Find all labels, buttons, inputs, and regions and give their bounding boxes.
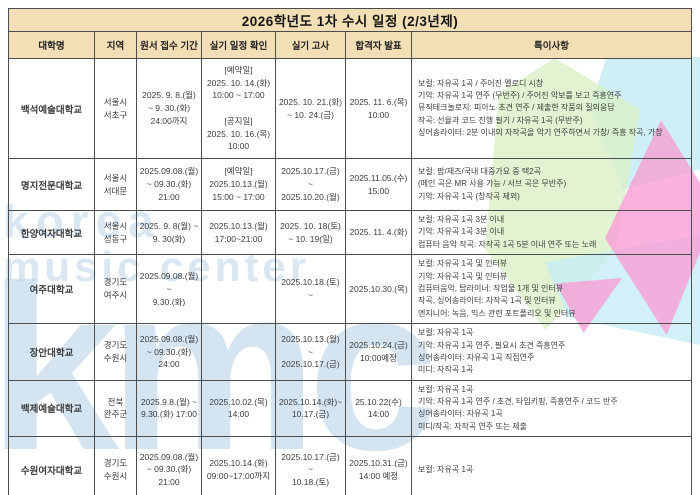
notes: 보컬: 자유곡 1곡 / 주어진 멜로디 시창 기악: 자유곡 1곡 연주 (무… <box>411 58 692 159</box>
schedule-check: [예약일] 2025.10.13.(월) 15:00 ~ 17:00 <box>201 158 276 211</box>
application-period: 2025.09.08.(월) ~ 09.30.(화) 24:00 <box>136 323 202 381</box>
exam-date: 2025.10.13.(월) ~ 2025.10.17.(금) <box>275 323 346 381</box>
col-header-notes: 특이사항 <box>411 31 692 59</box>
region: 서울시 서초구 <box>94 58 137 159</box>
university-name: 백석예술대학교 <box>8 58 95 159</box>
university-name: 여주대학교 <box>8 254 95 325</box>
application-period: 2025.09.08.(월) ~ 9.30.(화) <box>136 254 202 325</box>
application-period: 2025. 9. 8(월) ~ 9. 30(화) <box>136 209 202 256</box>
announcement-date: 2025.10.30.(목) <box>345 254 412 325</box>
notes: 보컬: 자유곡 1곡 <box>411 436 692 495</box>
region: 경기도 여주시 <box>94 254 137 325</box>
col-header-exam: 실기 고사 <box>275 31 346 59</box>
table-row: 백제예술대학교 전북 완주군 2025.9.8.(월) ~ 9.30.(화) 1… <box>8 379 692 438</box>
exam-date: 2025.10.18.(토) ~ <box>275 254 346 325</box>
announcement-date: 2025. 11. 6.(목) 10:00 <box>345 58 412 159</box>
region: 서울시 서대문 <box>94 158 137 211</box>
application-period: 2025. 9. 8.(월) ~ 9. 30.(화) 24:00까지 <box>136 58 202 159</box>
table-row: 수원여자대학교 경기도 수원시 2025.09.08.(월) ~ 09.30.(… <box>8 436 692 495</box>
exam-date: 2025.10.14.(화)~ 10.17.(금) <box>275 379 346 438</box>
announcement-date: 2025.10.31.(금) 14:00 예정 <box>345 436 412 495</box>
announcement-date: 2025.11.05.(수) 15:00 <box>345 158 412 211</box>
notes: 보컬: 자유곡 1곡 기악: 자유곡 1곡 연주, 필요시 초견 즉흥연주 싱어… <box>411 323 692 381</box>
exam-date: 2025.10.17.(금) ~ 10.18.(토) <box>275 436 346 495</box>
col-header-university: 대학명 <box>8 31 95 59</box>
table-row: 백석예술대학교 서울시 서초구 2025. 9. 8.(월) ~ 9. 30.(… <box>8 58 692 159</box>
university-name: 명지전문대학교 <box>8 158 95 211</box>
schedule-check: 2025.10.13.(월) 17:00~21:00 <box>201 209 276 256</box>
region: 서울시 성동구 <box>94 209 137 256</box>
university-name: 한양여자대학교 <box>8 209 95 256</box>
header-row: 대학명 지역 원서 접수 기간 실기 일정 확인 실기 고사 합격자 발표 특이… <box>8 31 692 59</box>
university-name: 장안대학교 <box>8 323 95 381</box>
region: 경기도 수원시 <box>94 323 137 381</box>
schedule-check: 2025.10.02.(목) 14:00 <box>201 379 276 438</box>
schedule-check <box>201 254 276 325</box>
announcement-date: 2025.10.24.(금) 10:00예정 <box>345 323 412 381</box>
schedule-check <box>201 323 276 381</box>
col-header-announcement: 합격자 발표 <box>345 31 412 59</box>
notes: 보컬: 팝/재즈/국내 대중가요 중 택2곡 (메인 곡은 MR 사용 가능 /… <box>411 158 692 211</box>
application-period: 2025.9.8.(월) ~ 9.30.(화) 17:00 <box>136 379 202 438</box>
exam-date: 2025. 10. 18(토) ~ 10. 19(일) <box>275 209 346 256</box>
table-row: 명지전문대학교 서울시 서대문 2025.09.08.(월) ~ 09.30.(… <box>8 158 692 211</box>
table-row: 한양여자대학교 서울시 성동구 2025. 9. 8(월) ~ 9. 30(화)… <box>8 209 692 256</box>
schedule-check: [예약일] 2025. 10. 14.(화) 10:00 ~ 17:00 [공지… <box>201 58 276 159</box>
announcement-date: 25.10.22(수) 14:00 <box>345 379 412 438</box>
application-period: 2025.09.08.(월) ~ 09.30.(화) 21:00 <box>136 158 202 211</box>
region: 경기도 수원시 <box>94 436 137 495</box>
schedule-check: 2025.10.14.(화) 09:00~17:00까지 <box>201 436 276 495</box>
notes: 보컬: 자유곡 1곡 및 인터뷰 기악: 자유곡 1곡 및 인터뷰 컴퓨터음악,… <box>411 254 692 325</box>
table-title: 2026학년도 1차 수시 일정 (2/3년제) <box>8 8 692 32</box>
application-period: 2025.09.08.(월) ~ 09.30.(화) 21:00 <box>136 436 202 495</box>
university-name: 백제예술대학교 <box>8 379 95 438</box>
table-row: 여주대학교 경기도 여주시 2025.09.08.(월) ~ 9.30.(화) … <box>8 254 692 325</box>
notes: 보컬: 자유곡 1곡 기악: 자유곡 1곡 연주 / 초견, 타임키핑, 즉흥연… <box>411 379 692 438</box>
notes: 보컬: 자유곡 1곡 3분 이내 기악: 자유곡 1곡 3분 이내 컴퓨터 음악… <box>411 209 692 256</box>
table-row: 장안대학교 경기도 수원시 2025.09.08.(월) ~ 09.30.(화)… <box>8 323 692 381</box>
col-header-schedule-check: 실기 일정 확인 <box>201 31 276 59</box>
announcement-date: 2025. 11. 4.(화) <box>345 209 412 256</box>
university-name: 수원여자대학교 <box>8 436 95 495</box>
col-header-application-period: 원서 접수 기간 <box>136 31 202 59</box>
region: 전북 완주군 <box>94 379 137 438</box>
exam-date: 2025.10.17.(금) ~ 2025.10.20.(월) <box>275 158 346 211</box>
exam-date: 2025. 10. 21.(화) ~ 10. 24.(금) <box>275 58 346 159</box>
admission-schedule-table: 2026학년도 1차 수시 일정 (2/3년제) 대학명 지역 원서 접수 기간… <box>8 8 692 495</box>
col-header-region: 지역 <box>94 31 137 59</box>
